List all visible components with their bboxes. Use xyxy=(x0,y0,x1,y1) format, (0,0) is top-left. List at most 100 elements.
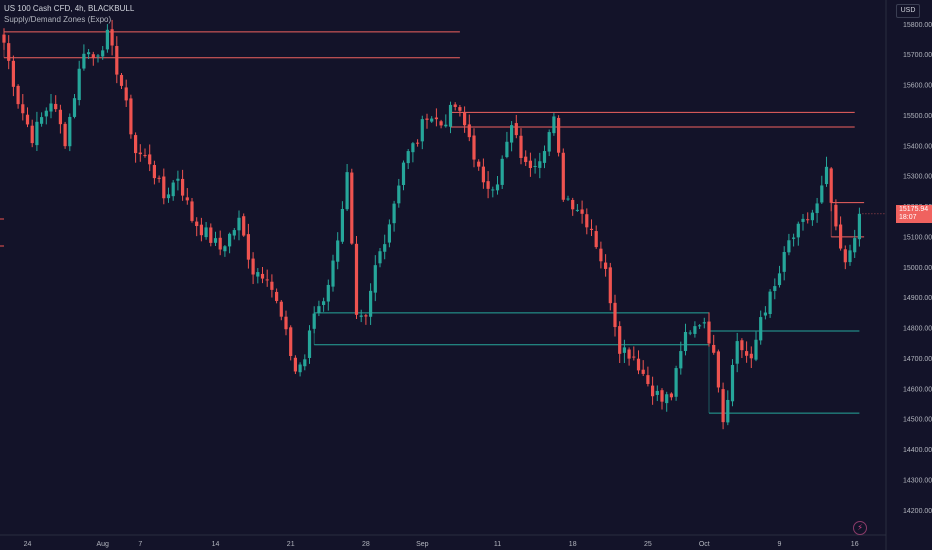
candle-body xyxy=(467,124,471,138)
candle-body xyxy=(101,50,105,57)
candle-body xyxy=(820,185,824,203)
y-tick-label: 14600.00 xyxy=(903,386,932,393)
candle-body xyxy=(716,351,720,388)
candle-body xyxy=(110,29,114,46)
candle-body xyxy=(505,141,509,158)
candle-body xyxy=(477,161,481,167)
y-tick-label: 15100.00 xyxy=(903,234,932,241)
candle-body xyxy=(58,109,62,125)
candle-body xyxy=(641,369,645,374)
candle-body xyxy=(533,165,537,167)
candle-body xyxy=(340,209,344,242)
candle-body xyxy=(665,394,669,404)
candle-body xyxy=(547,132,551,152)
candle-body xyxy=(284,316,288,330)
candle-body xyxy=(538,161,542,168)
candle-body xyxy=(82,53,86,69)
candle-body xyxy=(190,201,194,221)
candle-body xyxy=(134,135,138,154)
currency-button[interactable]: USD xyxy=(896,4,920,18)
x-tick-label: 24 xyxy=(24,541,32,548)
candle-body xyxy=(787,240,791,253)
candle-body xyxy=(472,135,476,160)
candle-body xyxy=(759,317,763,341)
candle-body xyxy=(317,306,321,313)
y-tick-label: 14700.00 xyxy=(903,356,932,363)
candle-body xyxy=(369,290,373,317)
candle-body xyxy=(768,291,772,314)
candle-body xyxy=(669,393,673,398)
lightning-icon[interactable]: ⚡︎ xyxy=(853,521,867,535)
candle-body xyxy=(688,332,692,334)
candle-body xyxy=(199,224,203,236)
candle-body xyxy=(265,279,269,281)
candle-body xyxy=(322,301,326,305)
candle-body xyxy=(585,214,589,228)
candle-body xyxy=(655,390,659,395)
candle-body xyxy=(608,267,612,304)
y-tick-label: 15400.00 xyxy=(903,143,932,150)
candle-body xyxy=(2,34,6,43)
candle-body xyxy=(270,281,274,290)
candle-body xyxy=(679,351,683,369)
candle-body xyxy=(35,121,39,146)
candle-body xyxy=(373,265,377,293)
candle-body xyxy=(839,224,843,249)
candle-body xyxy=(721,389,725,423)
candle-body xyxy=(11,60,15,87)
candle-body xyxy=(806,219,810,221)
candle-body xyxy=(453,104,457,107)
candle-body xyxy=(105,29,109,50)
candle-body xyxy=(843,249,847,263)
candle-body xyxy=(857,213,861,240)
candle-body xyxy=(622,347,626,353)
y-tick-label: 14800.00 xyxy=(903,326,932,333)
candle-body xyxy=(749,353,753,359)
candle-body xyxy=(561,152,565,200)
candle-body xyxy=(674,368,678,397)
candle-body xyxy=(698,325,702,327)
x-tick-label: Sep xyxy=(416,541,429,548)
candle-body xyxy=(7,43,11,61)
candle-body xyxy=(96,55,100,57)
candle-body xyxy=(397,185,401,204)
x-tick-label: 11 xyxy=(494,541,501,548)
candle-body xyxy=(303,359,307,367)
current-price-value: 15175.94 xyxy=(899,205,929,213)
candle-body xyxy=(589,228,594,230)
candle-body xyxy=(434,117,438,120)
candle-body xyxy=(528,160,532,169)
candle-body xyxy=(801,218,805,222)
candle-body xyxy=(514,123,518,136)
candle-body xyxy=(599,248,603,262)
candle-body xyxy=(63,123,67,147)
y-tick-label: 15300.00 xyxy=(903,174,932,181)
candle-body xyxy=(148,154,152,165)
x-tick-label: Oct xyxy=(699,541,710,548)
candle-body xyxy=(519,135,523,158)
candle-body xyxy=(636,358,641,371)
candle-body xyxy=(702,322,706,324)
candle-body xyxy=(660,390,664,402)
y-tick-label: 15600.00 xyxy=(903,83,932,90)
candle-body xyxy=(796,223,800,238)
candle-body xyxy=(392,203,396,224)
candle-body xyxy=(115,46,119,75)
x-tick-label: 18 xyxy=(569,541,577,548)
candle-body xyxy=(21,104,25,114)
candle-body xyxy=(707,321,711,344)
y-tick-label: 15000.00 xyxy=(903,265,932,272)
candle-body xyxy=(425,118,429,120)
candle-body xyxy=(458,107,462,111)
candle-body xyxy=(279,301,283,317)
candle-body xyxy=(693,326,697,334)
candle-body xyxy=(16,85,20,105)
candle-body xyxy=(848,250,852,263)
candle-body xyxy=(242,216,246,236)
x-tick-label: 28 xyxy=(362,541,370,548)
candle-body xyxy=(792,237,796,239)
candle-body xyxy=(77,68,81,101)
bar-countdown: 18:07 xyxy=(899,213,917,221)
candle-body xyxy=(383,244,387,252)
